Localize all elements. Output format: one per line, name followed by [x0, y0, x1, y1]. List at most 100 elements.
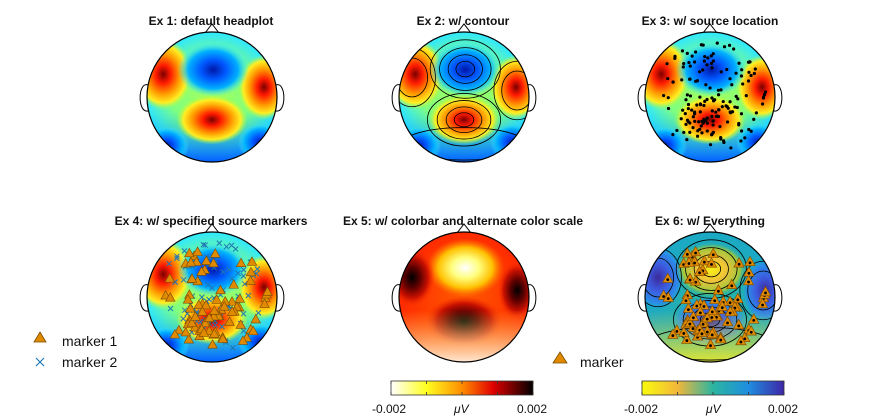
- source-dot: [688, 322, 692, 326]
- source-dot: [693, 261, 696, 265]
- source-dot: [737, 121, 741, 126]
- marker-triangle: [704, 338, 717, 349]
- source-dot: [746, 60, 751, 64]
- source-dot: [690, 54, 694, 58]
- left-ear: [139, 84, 149, 112]
- marker-triangle: [708, 293, 721, 304]
- marker-x: [209, 285, 215, 291]
- marker-triangle: [756, 297, 769, 309]
- source-dot: [695, 103, 699, 107]
- source-dot: [702, 103, 706, 108]
- source-dot: [693, 119, 697, 123]
- head-outline: [398, 231, 530, 363]
- source-dot: [711, 123, 715, 127]
- source-dot: [747, 70, 751, 74]
- head-outline: [146, 231, 278, 363]
- source-dot: [705, 129, 709, 133]
- nose: [204, 23, 220, 34]
- source-dot: [725, 67, 729, 72]
- source-dot: [708, 143, 713, 147]
- source-dot: [686, 102, 691, 107]
- source-dot: [682, 62, 686, 66]
- source-dot: [682, 332, 686, 335]
- source-dot: [705, 63, 709, 67]
- marker-triangle: [235, 257, 247, 268]
- source-dot: [720, 306, 724, 310]
- marker-triangle: [246, 256, 258, 266]
- marker-x: [174, 253, 180, 260]
- headplot-6: [637, 223, 783, 363]
- source-dots: [662, 41, 768, 150]
- source-dot: [684, 299, 688, 303]
- marker-triangle: [662, 291, 675, 302]
- marker-triangle: [245, 266, 257, 277]
- source-dot: [691, 125, 695, 130]
- headplot-5-map: [399, 232, 529, 362]
- source-dot: [699, 43, 703, 47]
- legend-marker-symbol: [552, 351, 568, 364]
- marker-triangle: [693, 265, 706, 276]
- nose: [702, 23, 718, 34]
- source-dot: [747, 271, 751, 275]
- source-dot: [685, 339, 689, 342]
- source-dot: [711, 52, 715, 56]
- head-outline: [644, 231, 776, 363]
- marker-triangle: [164, 273, 176, 283]
- source-dot: [749, 129, 753, 133]
- source-dot: [688, 64, 692, 68]
- source-dot: [706, 56, 710, 60]
- source-dot: [688, 121, 692, 125]
- source-dot: [675, 330, 679, 333]
- source-dot: [680, 49, 685, 53]
- legend-marker-1-label: marker 1: [62, 333, 118, 349]
- marker-triangle: [707, 247, 719, 258]
- source-dot: [688, 278, 692, 282]
- colorbar6-min-label: -0.002: [624, 402, 659, 416]
- source-dot: [719, 338, 723, 342]
- source-dot: [697, 120, 701, 124]
- source-dot: [761, 96, 766, 100]
- source-dot: [671, 80, 675, 84]
- source-dot: [764, 291, 767, 295]
- source-dot: [694, 50, 698, 54]
- marker-x: [240, 310, 247, 317]
- marker-triangle: [733, 257, 745, 268]
- source-dot: [735, 105, 739, 110]
- source-dot: [687, 60, 691, 65]
- marker-triangle: [235, 319, 246, 329]
- source-dot: [711, 99, 716, 103]
- source-dot: [730, 83, 734, 87]
- source-dot: [743, 136, 747, 140]
- source-dot: [704, 83, 708, 87]
- left-ear: [139, 284, 149, 312]
- marker-triangle: [183, 333, 195, 344]
- source-dot: [747, 280, 750, 284]
- source-dot: [720, 105, 724, 109]
- left-ear: [637, 284, 647, 312]
- source-dot: [763, 90, 768, 94]
- source-dot: [666, 77, 670, 81]
- marker-x: [202, 242, 209, 248]
- marker-triangle: [201, 255, 212, 265]
- source-dot: [665, 62, 669, 66]
- source-dot: [703, 99, 707, 103]
- headplot-5: [391, 223, 537, 363]
- marker-triangle: [735, 334, 747, 346]
- source-dot: [666, 106, 671, 111]
- source-dot: [753, 67, 757, 71]
- source-dot: [702, 260, 706, 264]
- source-dot: [721, 99, 725, 104]
- source-dot: [685, 93, 689, 97]
- marker-x: [212, 322, 218, 328]
- marker-triangle: [701, 311, 713, 323]
- marker-triangle: [247, 325, 259, 336]
- marker-triangle: [706, 304, 719, 316]
- source-dot: [662, 295, 666, 298]
- source-dot: [710, 96, 714, 100]
- marker-triangle: [169, 329, 181, 339]
- source-dot: [728, 77, 732, 81]
- source-dot: [666, 297, 670, 301]
- source-dot: [698, 127, 702, 131]
- nose: [204, 223, 220, 234]
